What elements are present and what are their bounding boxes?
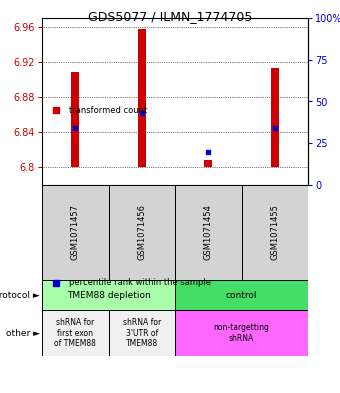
Bar [138,29,146,167]
Bar [42,185,108,280]
Text: control: control [226,290,257,299]
Bar [108,310,175,356]
Bar [241,185,308,280]
Bar [71,72,79,167]
Text: GSM1071455: GSM1071455 [270,205,279,261]
Text: transformed count: transformed count [69,106,148,114]
Text: percentile rank within the sample: percentile rank within the sample [69,279,211,287]
Bar [108,185,175,280]
Text: shRNA for
first exon
of TMEM88: shRNA for first exon of TMEM88 [54,318,96,348]
Bar [42,280,175,310]
Text: GSM1071457: GSM1071457 [71,204,80,261]
Bar [175,310,308,356]
Bar [271,68,279,167]
Bar [175,185,241,280]
Text: GSM1071454: GSM1071454 [204,205,213,261]
Text: non-targetting
shRNA: non-targetting shRNA [214,323,269,343]
Text: shRNA for
3'UTR of
TMEM88: shRNA for 3'UTR of TMEM88 [123,318,161,348]
Text: GDS5077 / ILMN_1774705: GDS5077 / ILMN_1774705 [88,10,252,23]
Bar [204,160,212,167]
Bar [175,280,308,310]
Text: protocol ►: protocol ► [0,290,40,299]
Text: GSM1071456: GSM1071456 [137,204,146,261]
Text: other ►: other ► [6,329,40,338]
Text: TMEM88 depletion: TMEM88 depletion [67,290,150,299]
Bar [42,310,108,356]
